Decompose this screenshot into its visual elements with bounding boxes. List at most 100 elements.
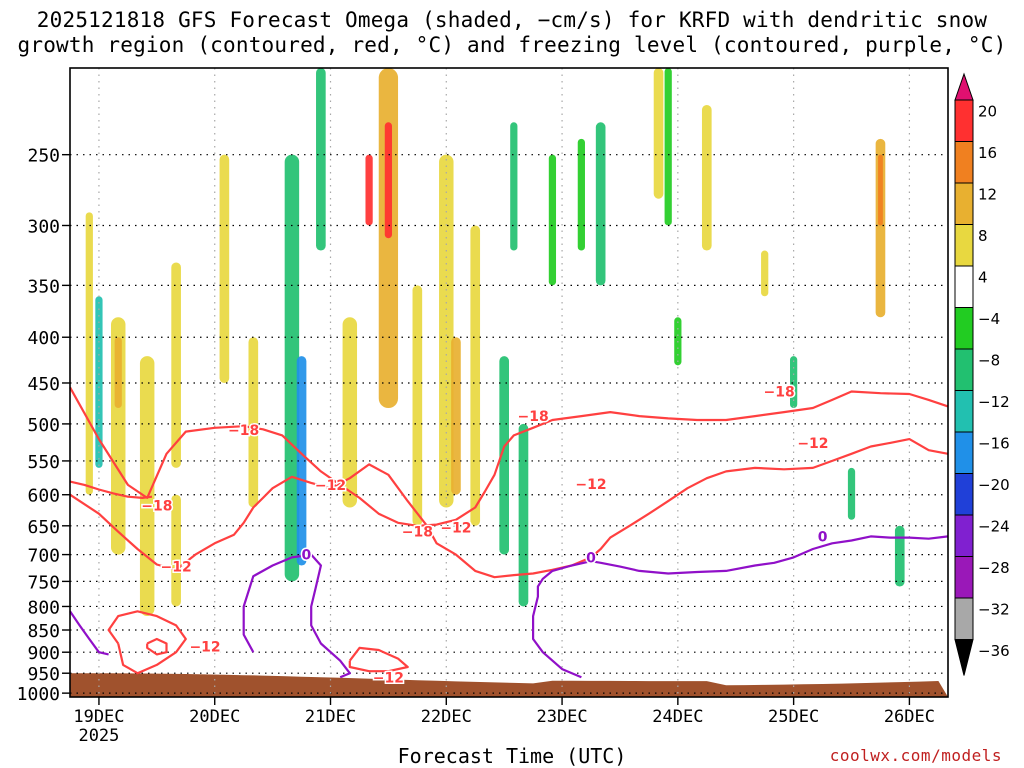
colorbar-label-6: −8 xyxy=(978,352,1000,370)
colorbar-label-9: −20 xyxy=(978,476,1010,494)
contour-dgz-inner-loop xyxy=(146,637,168,656)
omega-region-15 xyxy=(365,154,373,226)
colorbar-label-5: −4 xyxy=(978,310,1000,328)
omega-region-22 xyxy=(518,423,529,607)
contour-lines xyxy=(69,386,949,679)
colorbar-label-4: 4 xyxy=(978,269,988,287)
xtick-label-20DEC: 20DEC xyxy=(189,707,240,727)
x-year-label: 2025 xyxy=(78,726,119,746)
colorbar-top-arrow xyxy=(954,72,974,101)
contour-dgz-center-loop xyxy=(348,646,409,673)
omega-region-30 xyxy=(761,250,769,297)
omega-region-26 xyxy=(664,68,672,226)
omega-region-35 xyxy=(894,525,905,587)
contour-freeze-mid xyxy=(242,553,351,679)
contour-labels: −18 −12 −18 −12 −12 −18 −12 −12 −18 −12 −18 −12 0 0 0 xyxy=(140,383,830,688)
omega-region-21 xyxy=(510,122,518,251)
omega-region-14 xyxy=(384,122,393,239)
colorbar-swatch-4 xyxy=(954,265,974,308)
contour-label-6: −12 xyxy=(440,521,471,537)
colorbar-label-10: −24 xyxy=(978,518,1010,536)
colorbar-bottom-arrow xyxy=(954,639,974,676)
ytick-label-300: 300 xyxy=(27,216,60,237)
omega-region-10 xyxy=(296,356,307,566)
xtick-label-23DEC: 23DEC xyxy=(536,707,587,727)
contour-label-9: −12 xyxy=(575,477,606,493)
ytick-label-900: 900 xyxy=(27,643,60,664)
colorbar-swatch-9 xyxy=(954,473,974,516)
grid-lines xyxy=(70,68,948,697)
contour-dgz-low-loop xyxy=(107,610,187,675)
ytick-label-950: 950 xyxy=(27,664,60,685)
colorbar-swatch-11 xyxy=(954,556,974,599)
xtick-label-22DEC: 22DEC xyxy=(421,707,472,727)
ytick-label-850: 850 xyxy=(27,621,60,642)
ytick-label-650: 650 xyxy=(27,517,60,538)
contour-label-13: 0 xyxy=(586,550,596,566)
ytick-label-1000: 1000 xyxy=(17,684,60,705)
colorbar-swatch-10 xyxy=(954,514,974,557)
omega-shading xyxy=(70,68,948,697)
contour-label-0: −18 xyxy=(228,423,259,439)
omega-region-28 xyxy=(653,68,664,199)
colorbar-label-0: 20 xyxy=(978,103,997,121)
omega-region-8 xyxy=(248,337,259,508)
contour-label-1: −12 xyxy=(315,478,346,494)
colorbar-label-8: −16 xyxy=(978,435,1010,453)
omega-region-34 xyxy=(878,154,883,226)
contour-label-2: −18 xyxy=(141,499,172,515)
ytick-label-450: 450 xyxy=(27,374,60,395)
colorbar-label-13: −36 xyxy=(978,642,1010,660)
colorbar-swatch-7 xyxy=(954,390,974,433)
contour-label-8: −18 xyxy=(518,409,549,425)
ytick-label-350: 350 xyxy=(27,276,60,297)
omega-region-1 xyxy=(95,296,103,468)
omega-region-23 xyxy=(548,154,557,286)
omega-region-20 xyxy=(499,356,509,555)
omega-region-17 xyxy=(439,154,454,508)
source-credit[interactable]: coolwx.com/models xyxy=(829,746,1002,765)
colorbar-label-7: −12 xyxy=(978,393,1010,411)
omega-region-31 xyxy=(790,356,798,409)
colorbar-swatch-5 xyxy=(954,307,974,350)
contour-label-14: 0 xyxy=(818,529,828,545)
ytick-label-800: 800 xyxy=(27,597,60,618)
colorbar-swatch-8 xyxy=(954,431,974,474)
omega-region-11 xyxy=(316,68,326,251)
contour-freeze-east xyxy=(532,535,949,679)
omega-region-4 xyxy=(139,356,155,617)
axes: 2503003504004505005506006507007508008509… xyxy=(17,67,949,746)
contour-freeze-left xyxy=(69,610,109,656)
contour-dgz-upper xyxy=(69,386,949,527)
colorbar-swatch-2 xyxy=(954,182,974,225)
contour-label-5: −18 xyxy=(402,525,433,541)
chart-title-line-2: growth region (contoured, red, °C) and f… xyxy=(17,33,1007,57)
omega-region-12 xyxy=(342,317,358,508)
omega-region-16 xyxy=(412,285,423,526)
ytick-label-500: 500 xyxy=(27,415,60,436)
omega-region-3 xyxy=(114,337,122,409)
chart-title-line-1: 2025121818 GFS Forecast Omega (shaded, −… xyxy=(36,8,988,32)
contour-dgz-lower-west xyxy=(69,438,949,579)
omega-region-19 xyxy=(470,225,481,526)
contour-label-11: −12 xyxy=(797,436,828,452)
colorbar-label-1: 16 xyxy=(978,144,997,162)
omega-region-6 xyxy=(171,494,181,607)
omega-region-18 xyxy=(451,337,461,495)
omega-region-7 xyxy=(219,154,230,383)
colorbar-swatch-12 xyxy=(954,597,974,640)
colorbar-label-12: −32 xyxy=(978,601,1010,619)
contour-label-12: 0 xyxy=(302,548,312,564)
ytick-label-550: 550 xyxy=(27,452,60,473)
xtick-label-24DEC: 24DEC xyxy=(652,707,703,727)
ytick-label-400: 400 xyxy=(27,328,60,349)
contour-dgz-left-loop xyxy=(69,480,153,499)
ytick-label-600: 600 xyxy=(27,486,60,507)
colorbar-label-3: 8 xyxy=(978,227,988,245)
xtick-label-21DEC: 21DEC xyxy=(305,707,356,727)
contour-label-7: −12 xyxy=(373,670,404,686)
ytick-label-750: 750 xyxy=(27,572,60,593)
ytick-label-700: 700 xyxy=(27,546,60,567)
colorbar-swatch-0 xyxy=(954,99,974,142)
